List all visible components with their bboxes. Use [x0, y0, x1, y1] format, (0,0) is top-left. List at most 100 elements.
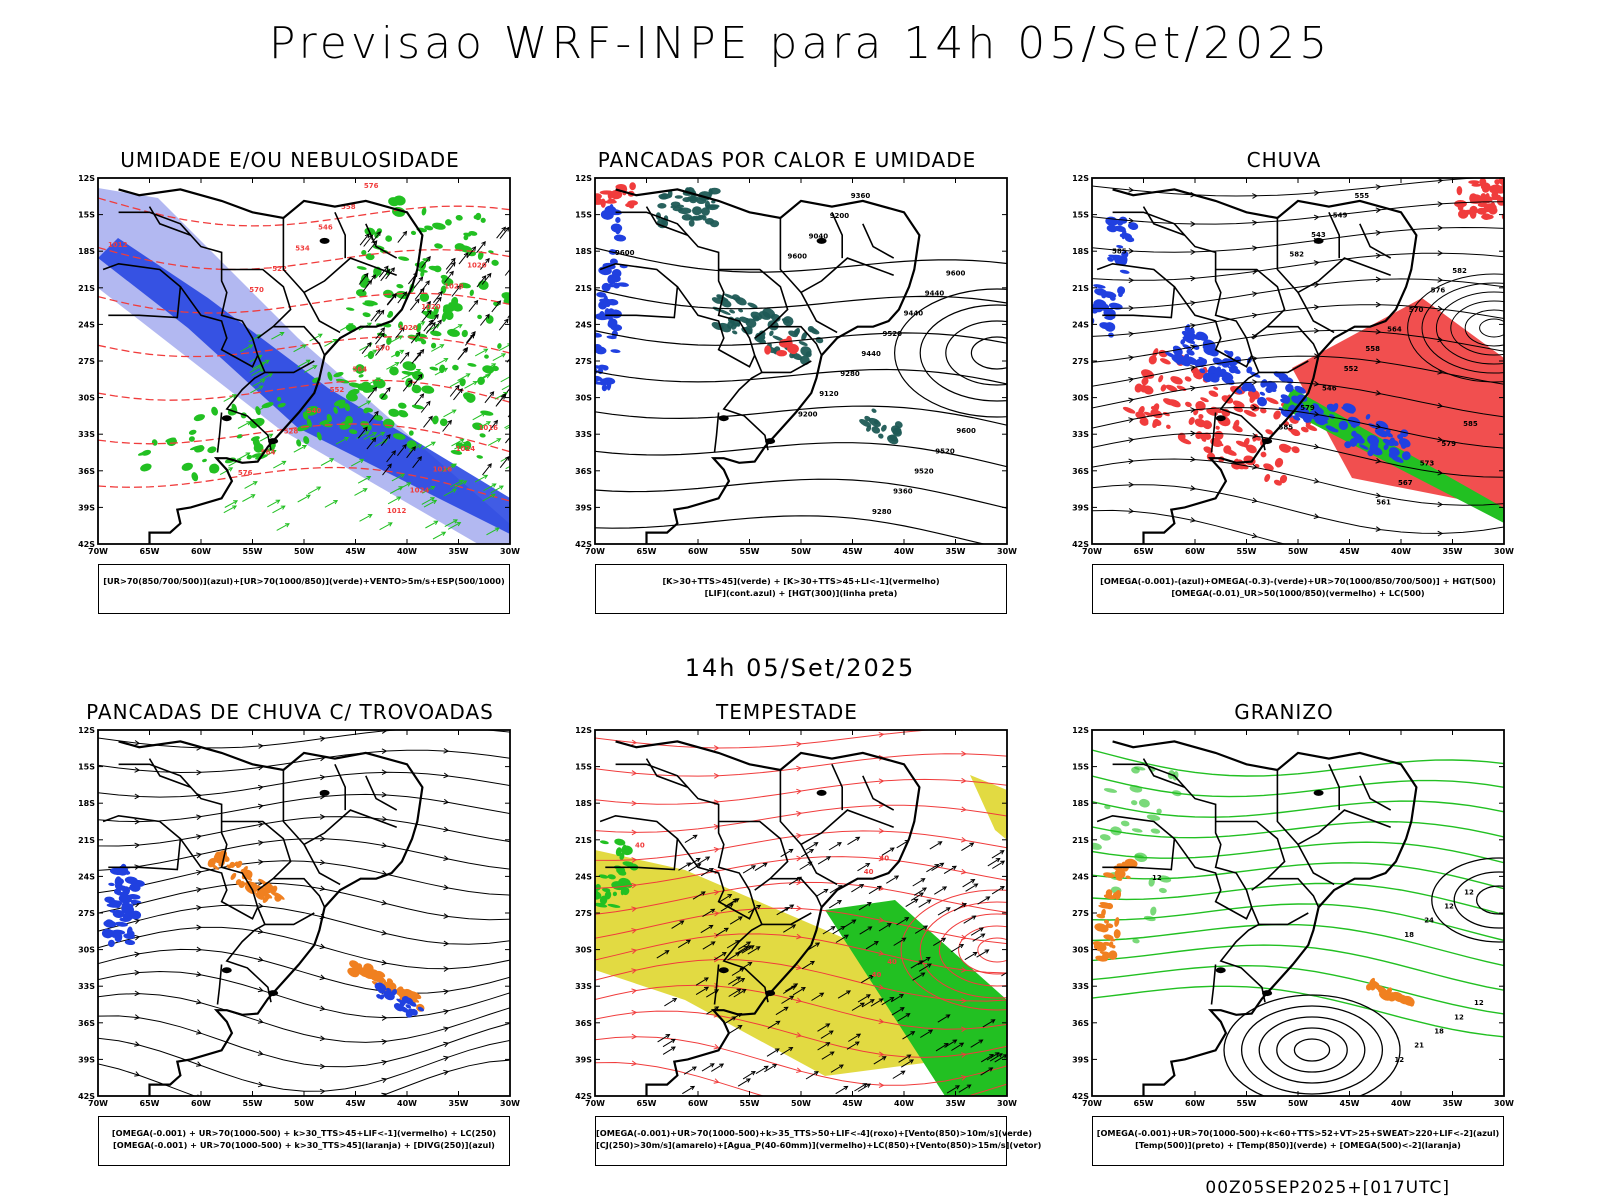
lat-tick-label: 12S	[575, 726, 592, 735]
lon-tick-label: 65W	[637, 1099, 657, 1108]
contour-label: 1020	[421, 303, 441, 311]
lat-tick-label: 18S	[78, 799, 95, 808]
lat-tick-label: 12S	[1072, 174, 1089, 183]
lat-tick-label: 39S	[575, 1055, 592, 1064]
lat-tick-label: 36S	[1072, 467, 1089, 476]
contour-label: 9040	[809, 232, 829, 240]
contour-label: 40	[864, 868, 874, 876]
legend-box: [K>30+TTS>45](verde) + [K>30+TTS>45+LI<-…	[595, 564, 1007, 614]
contour-label: 579	[1300, 404, 1315, 412]
lon-tick-label: 65W	[1134, 547, 1154, 556]
legend-line: [Temp(500)](preto) + [Temp(850)](verde) …	[1135, 1140, 1461, 1150]
lat-tick-label: 15S	[575, 211, 592, 220]
lon-tick-label: 40W	[397, 547, 417, 556]
contour-label: 555	[1355, 192, 1370, 200]
lon-tick-label: 55W	[243, 1099, 263, 1108]
map-umidade: 1012 1016 1020 1024 1028 1016 1020 1024 1020 1012…	[78, 174, 520, 556]
lat-tick-label: 12S	[575, 174, 592, 183]
lat-tick-label: 39S	[78, 1055, 95, 1064]
contour-label: 12	[1152, 874, 1162, 882]
lon-tick-label: 70W	[88, 547, 108, 556]
contour-label: 585	[1463, 420, 1478, 428]
contour-label: 522	[272, 265, 287, 273]
contour-label: 9440	[904, 310, 924, 318]
lat-tick-label: 12S	[1072, 726, 1089, 735]
contour-label: 1024	[456, 445, 476, 453]
lon-tick-label: 60W	[1185, 1099, 1205, 1108]
lon-tick-label: 30W	[1494, 547, 1514, 556]
legend-line: [UR>70(850/700/500)](azul)+[UR>70(1000/8…	[103, 576, 505, 586]
lat-tick-label: 27S	[575, 909, 592, 918]
lat-tick-label: 27S	[575, 357, 592, 366]
lon-tick-label: 45W	[346, 1099, 366, 1108]
lon-tick-label: 60W	[688, 547, 708, 556]
contour-label: 12	[1464, 888, 1474, 896]
lon-tick-label: 65W	[637, 547, 657, 556]
lat-tick-label: 30S	[575, 394, 592, 403]
lon-tick-label: 45W	[1340, 1099, 1360, 1108]
lat-tick-label: 36S	[78, 1019, 95, 1028]
legend-line: [OMEGA(-0.001)+UR>70(1000-500)+k>35_TTS>…	[596, 1128, 1032, 1138]
map-pancadas-calor: 9600 9600 9600 9520 9440 9520 9440 9360 9520 9280…	[575, 174, 1017, 556]
lon-tick-label: 35W	[449, 1099, 469, 1108]
lat-tick-label: 33S	[78, 982, 95, 991]
contour-label: 40	[635, 841, 645, 849]
lon-tick-label: 70W	[585, 1099, 605, 1108]
contour-label: 1020	[398, 324, 418, 332]
contour-label: 9280	[872, 508, 892, 516]
contour-label: 1012	[108, 241, 128, 249]
panel-granizo: GRANIZO 12 12 12 12 12 18 24 21 18 12 12S 15S 18S 21S…	[1054, 700, 1514, 1190]
lon-tick-label: 50W	[294, 1099, 314, 1108]
lon-tick-label: 55W	[1237, 1099, 1257, 1108]
run-timestamp: 00Z05SEP2025+[017UTC]	[1205, 1178, 1450, 1198]
panel-pancadas-trovoadas: PANCADAS DE CHUVA C/ TROVOADAS 12S 15S 18S…	[60, 700, 520, 1190]
lon-tick-label: 35W	[946, 1099, 966, 1108]
lat-tick-label: 12S	[78, 174, 95, 183]
lon-tick-label: 35W	[449, 547, 469, 556]
lat-tick-label: 21S	[1072, 284, 1089, 293]
contour-label: 528	[284, 428, 299, 436]
contour-label: 543	[1311, 231, 1326, 239]
lon-tick-label: 65W	[140, 1099, 160, 1108]
contour-label: 40	[872, 971, 882, 979]
lat-tick-label: 30S	[78, 394, 95, 403]
lon-tick-label: 65W	[140, 547, 160, 556]
panel-title: GRANIZO	[1234, 700, 1334, 724]
contour-label: 40	[879, 855, 889, 863]
contour-label: 576	[364, 182, 379, 190]
contour-label: 18	[1404, 931, 1414, 939]
contour-label: 1012	[387, 507, 407, 515]
main-title: Previsao WRF-INPE para 14h 05/Set/2025	[268, 18, 1332, 69]
contour-label: 9600	[615, 249, 635, 257]
contour-label: 570	[1409, 306, 1424, 314]
lon-tick-label: 55W	[243, 547, 263, 556]
legend-line: [K>30+TTS>45](verde) + [K>30+TTS>45+LI<-…	[662, 576, 940, 586]
contour-label: 9440	[925, 289, 945, 297]
panel-chuva: CHUVA 585 585 582 579 576 573 570 567 564 561 558 5…	[1054, 148, 1514, 638]
panel-tempestade: TEMPESTADE 40 40 40 40 40 12S 15S 18S 21S 24S 27S 3…	[557, 700, 1041, 1190]
legend-box: [OMEGA(-0.001)-(azul)+OMEGA(-0.3)-(verde…	[1092, 564, 1504, 614]
lat-tick-label: 33S	[575, 430, 592, 439]
lat-tick-label: 39S	[1072, 1055, 1089, 1064]
contour-label: 570	[249, 286, 264, 294]
lat-tick-label: 42S	[78, 540, 95, 549]
lat-tick-label: 21S	[575, 836, 592, 845]
panel-title: PANCADAS POR CALOR E UMIDADE	[597, 148, 977, 172]
map-granizo: 12 12 12 12 12 18 24 21 18 12 12S 15S 18S 21S 24S 27S 30…	[1072, 726, 1514, 1108]
valid-time-title: 14h 05/Set/2025	[684, 654, 916, 682]
panel-pancadas-calor: PANCADAS POR CALOR E UMIDADE 9600 9600 960…	[557, 148, 1017, 638]
contour-label: 585	[1112, 247, 1127, 255]
lon-tick-label: 30W	[500, 1099, 520, 1108]
lat-tick-label: 42S	[78, 1092, 95, 1101]
contour-label: 558	[341, 203, 356, 211]
contour-label: 12	[1474, 999, 1484, 1007]
lat-tick-label: 27S	[78, 357, 95, 366]
contour-label: 9440	[861, 350, 881, 358]
lat-tick-label: 15S	[78, 211, 95, 220]
lat-tick-label: 24S	[575, 872, 592, 881]
contour-label: 570	[375, 345, 390, 353]
legend-box: [OMEGA(-0.001) + UR>70(1000-500) + k>30_…	[98, 1116, 510, 1166]
lon-tick-label: 60W	[688, 1099, 708, 1108]
panel-umidade: UMIDADE E/OU NEBULOSIDADE 1012 1016 1020 10…	[60, 148, 520, 638]
lat-tick-label: 39S	[1072, 503, 1089, 512]
